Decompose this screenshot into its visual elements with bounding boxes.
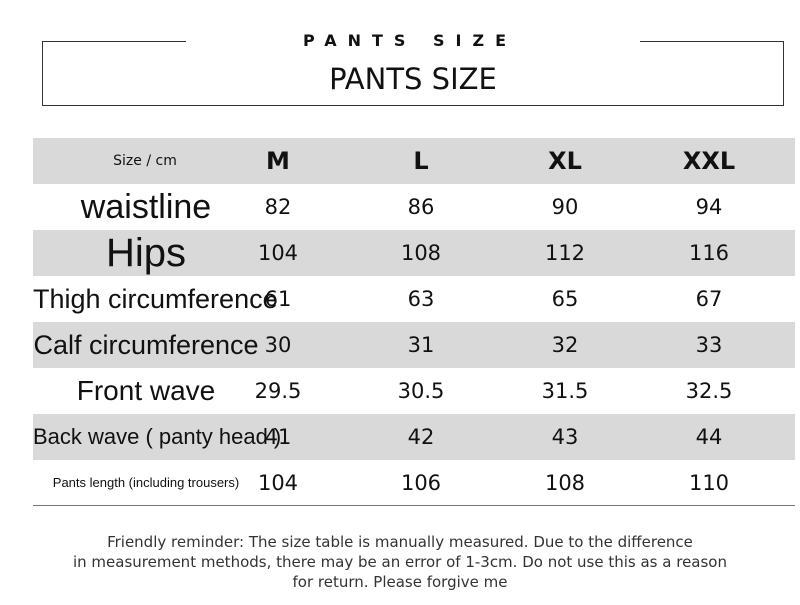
size-value: 31 [407,333,435,357]
footer-line: for return. Please forgive me [292,573,508,591]
column-header: XL [548,147,582,175]
size-value: 67 [695,287,723,311]
column-header: L [413,147,429,175]
table-rule [33,505,795,506]
size-value: 63 [407,287,435,311]
size-value: 110 [688,471,730,495]
title-frame [42,41,784,106]
size-value: 106 [400,471,442,495]
row-label: Front wave [76,375,216,406]
size-value: 44 [695,425,723,449]
footer-line: in measurement methods, there may be an … [72,553,727,571]
table-row [33,138,795,184]
row-label: Back wave ( panty head ) [33,424,282,449]
size-value: 104 [257,471,299,495]
footer-line: Friendly reminder: The size table is man… [107,533,693,551]
table-row [33,414,795,460]
size-value: 32.5 [685,379,733,403]
size-value: 42 [407,425,435,449]
row-label: Thigh circumference [33,284,278,314]
size-value: 41 [264,425,292,449]
size-value: 65 [551,287,579,311]
size-value: 86 [407,195,435,219]
spaced-title: PANTS SIZE [302,31,518,50]
row-label: waistline [80,188,212,226]
row-label: Calf circumference [33,330,259,360]
column-header: M [266,147,290,175]
size-value: 29.5 [254,379,302,403]
row-label: Pants length (including trousers) [52,475,240,490]
row-label: Hips [105,231,187,275]
size-value: 104 [257,241,299,265]
table-row [33,230,795,276]
size-value: 108 [544,471,586,495]
size-value: 30.5 [397,379,445,403]
size-value: 30 [264,333,292,357]
table-row [33,322,795,368]
size-value: 82 [264,195,292,219]
column-header: XXL [682,147,736,175]
size-value: 94 [695,195,723,219]
frame-line [640,41,784,42]
title: PANTS SIZE [329,62,497,96]
size-value: 43 [551,425,579,449]
size-value: 31.5 [541,379,589,403]
row-label: Size / cm [113,153,177,169]
size-value: 90 [551,195,579,219]
size-value: 108 [400,241,442,265]
size-value: 33 [695,333,723,357]
frame-line [42,41,186,42]
size-value: 32 [551,333,579,357]
size-value: 116 [688,241,730,265]
size-value: 61 [264,287,292,311]
size-value: 112 [544,241,586,265]
